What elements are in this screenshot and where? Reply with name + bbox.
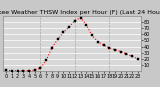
Title: Milwaukee Weather THSW Index per Hour (F) (Last 24 Hours): Milwaukee Weather THSW Index per Hour (F… bbox=[0, 10, 160, 15]
